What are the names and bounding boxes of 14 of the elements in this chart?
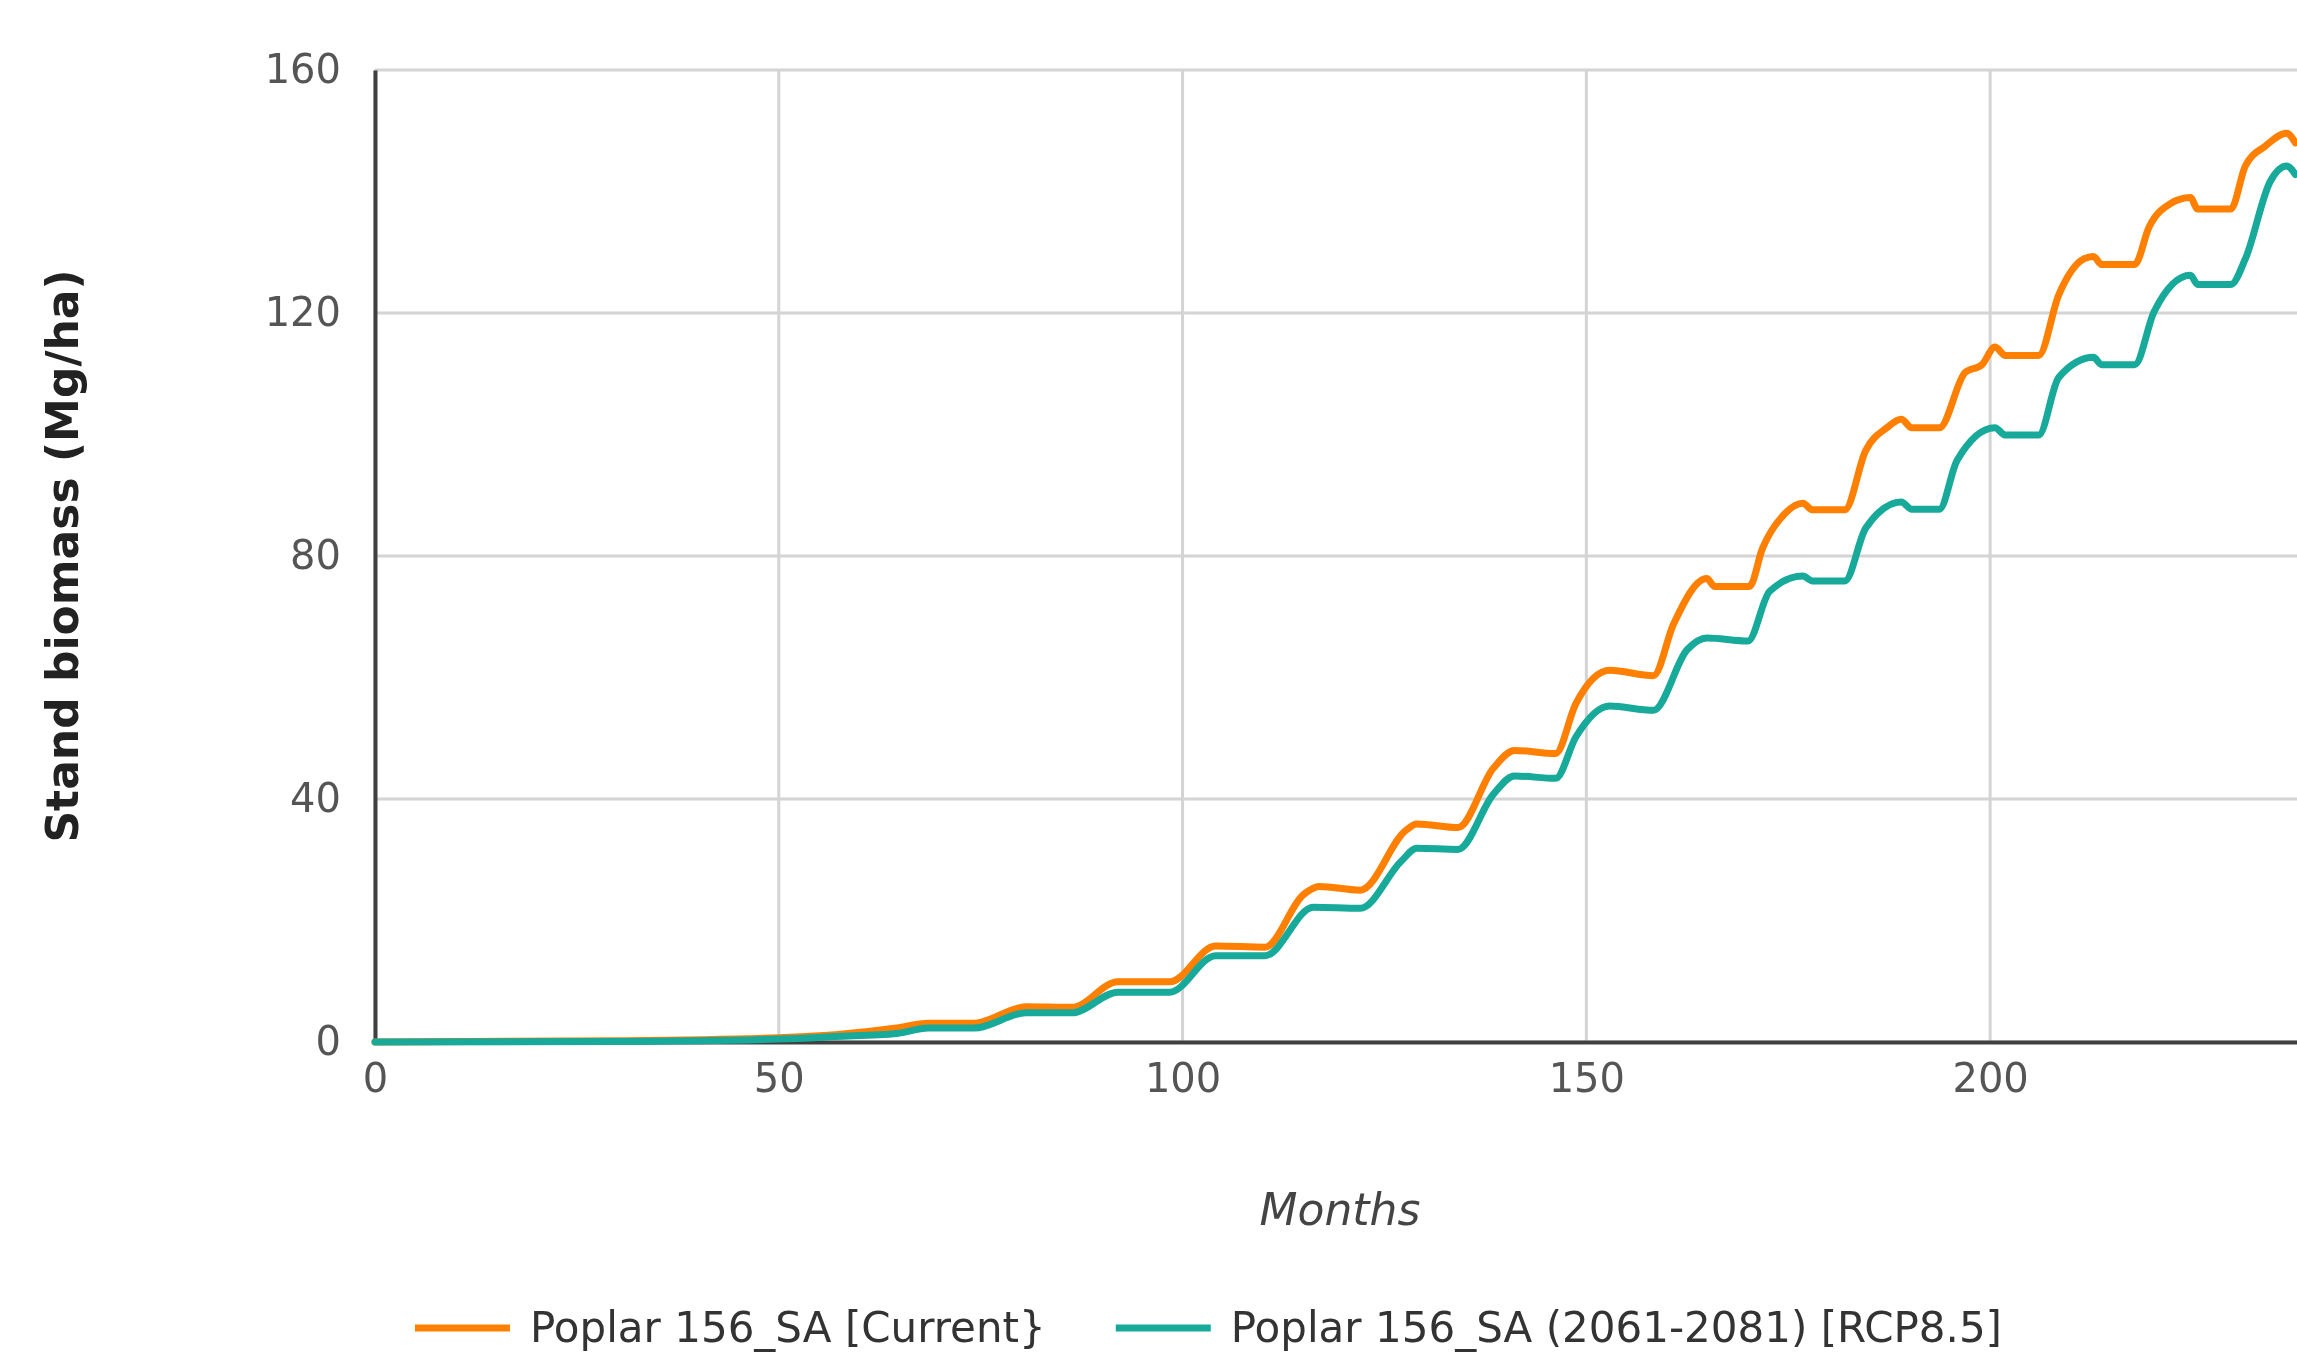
x-tick-label: 150 [1548,1055,1626,1102]
legend-label: Poplar 156_SA (2061-2081) [RCP8.5] [1230,1303,2003,1352]
x-tick-label: 50 [753,1055,805,1102]
y-tick-label: 0 [315,1018,341,1065]
x-tick-label: 100 [1144,1055,1222,1102]
y-tick-label: 80 [290,532,341,579]
y-tick-label: 40 [290,775,341,822]
y-tick-label: 120 [264,289,341,336]
y-axis-title: Stand biomass (Mg/ha) [37,269,88,843]
x-axis-title: Months [1259,1184,1421,1235]
x-tick-label: 200 [1952,1055,2029,1102]
legend-label: Poplar 156_SA [Current} [529,1303,1046,1352]
y-tick-label: 160 [264,46,341,93]
x-tick-label: 0 [362,1055,389,1102]
